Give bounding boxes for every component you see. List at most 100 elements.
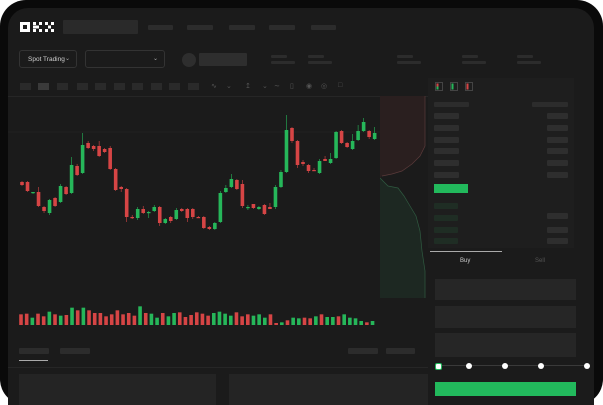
slider-stop-0[interactable] bbox=[435, 363, 442, 370]
stat-label bbox=[308, 55, 324, 58]
slider-stop-75[interactable] bbox=[538, 363, 544, 369]
row-amount[interactable] bbox=[547, 213, 568, 219]
nav-item[interactable] bbox=[311, 25, 336, 30]
bid-row-price[interactable] bbox=[434, 215, 458, 221]
sell-tab[interactable]: Sell bbox=[535, 258, 546, 264]
ask-row-price[interactable] bbox=[434, 125, 459, 131]
row-amount[interactable] bbox=[547, 113, 568, 119]
bid-row-price[interactable] bbox=[434, 238, 458, 244]
bottom-action[interactable] bbox=[348, 348, 378, 354]
candle-body bbox=[141, 209, 146, 213]
timeframe-button[interactable] bbox=[169, 83, 180, 90]
timeframe-button[interactable] bbox=[151, 83, 162, 90]
fullscreen-icon[interactable]: □ bbox=[338, 82, 343, 89]
candle bbox=[119, 186, 123, 192]
timeframe-button[interactable] bbox=[114, 83, 125, 90]
nav-item[interactable] bbox=[148, 25, 173, 30]
timeframe-button[interactable] bbox=[188, 83, 199, 90]
candle bbox=[213, 222, 217, 230]
candle-body bbox=[80, 145, 85, 173]
chevron-down-icon[interactable]: ⌄ bbox=[226, 83, 232, 90]
search-bar[interactable] bbox=[63, 20, 138, 34]
amount-slider-track[interactable] bbox=[438, 365, 588, 366]
price-input[interactable] bbox=[435, 279, 576, 300]
slider-stop-25[interactable] bbox=[466, 363, 472, 369]
bid-row-price[interactable] bbox=[434, 227, 458, 233]
volume-bar bbox=[64, 315, 69, 325]
bottom-tab[interactable] bbox=[60, 348, 90, 354]
chevron-down-icon[interactable]: ⌄ bbox=[262, 83, 268, 90]
candlestick-chart[interactable] bbox=[8, 8, 594, 405]
pair-dropdown[interactable]: ⌄ bbox=[85, 50, 165, 68]
orderbook-asks-icon bbox=[465, 82, 473, 91]
timeframe-button[interactable] bbox=[77, 83, 88, 90]
depth-asks-area bbox=[380, 96, 425, 178]
volume-bar bbox=[98, 313, 103, 325]
candle-body bbox=[312, 170, 316, 172]
orderbook-view-toggles[interactable] bbox=[435, 82, 475, 91]
settings-icon[interactable]: ◎ bbox=[321, 83, 328, 90]
nav-item[interactable] bbox=[269, 25, 295, 30]
bottom-tab-active[interactable] bbox=[19, 348, 49, 354]
candle-body bbox=[179, 209, 184, 211]
row-amount[interactable] bbox=[547, 227, 568, 233]
buy-tab[interactable]: Buy bbox=[460, 258, 471, 264]
bid-row-price[interactable] bbox=[434, 203, 458, 209]
total-input[interactable] bbox=[435, 333, 576, 357]
candle bbox=[279, 170, 283, 188]
row-amount[interactable] bbox=[547, 125, 568, 131]
volume-bar bbox=[319, 314, 324, 325]
indicator-icon[interactable]: ∿ bbox=[211, 83, 217, 90]
nav-item[interactable] bbox=[229, 25, 255, 30]
amount-input[interactable] bbox=[435, 306, 576, 328]
volume-bar bbox=[121, 314, 125, 325]
buy-submit-button[interactable] bbox=[435, 382, 576, 396]
ask-row-price[interactable] bbox=[434, 113, 459, 119]
ask-row-price[interactable] bbox=[434, 172, 459, 178]
candle-body bbox=[157, 207, 162, 223]
candle bbox=[202, 216, 206, 229]
ask-row-price[interactable] bbox=[434, 148, 459, 154]
row-amount[interactable] bbox=[547, 160, 568, 166]
trading-mode-dropdown[interactable]: Spot Trading ⌄ bbox=[19, 50, 77, 68]
timeframe-button[interactable] bbox=[20, 83, 31, 90]
volume-bar bbox=[200, 313, 205, 325]
candle bbox=[339, 130, 344, 144]
ruler-icon[interactable]: ▯ bbox=[290, 83, 294, 90]
volume-bar bbox=[41, 316, 46, 325]
volume-bar bbox=[30, 317, 35, 325]
nav-item[interactable] bbox=[187, 25, 213, 30]
ask-row-price[interactable] bbox=[434, 160, 459, 166]
ask-row-price[interactable] bbox=[434, 137, 459, 143]
volume-bar bbox=[70, 307, 74, 325]
candle-body bbox=[102, 149, 107, 152]
candle bbox=[80, 133, 85, 174]
candle-body bbox=[124, 189, 129, 217]
timeframe-button-active[interactable] bbox=[38, 83, 49, 90]
volume-bar bbox=[353, 318, 358, 325]
timeframe-button[interactable] bbox=[95, 83, 106, 90]
row-amount[interactable] bbox=[547, 137, 568, 143]
depth-chart bbox=[380, 96, 426, 298]
row-amount[interactable] bbox=[547, 172, 568, 178]
row-amount[interactable] bbox=[547, 238, 568, 244]
candle bbox=[312, 168, 316, 172]
timeframe-button[interactable] bbox=[57, 83, 68, 90]
volume-bar bbox=[149, 313, 154, 325]
slider-stop-100[interactable] bbox=[584, 363, 590, 369]
volume-bar bbox=[285, 320, 290, 325]
camera-icon[interactable]: ◉ bbox=[306, 83, 313, 90]
timeframe-button[interactable] bbox=[132, 83, 143, 90]
stat-label bbox=[517, 55, 533, 58]
okx-logo[interactable] bbox=[20, 22, 58, 32]
volume-bar bbox=[223, 313, 227, 325]
line-icon[interactable]: ∼ bbox=[274, 83, 280, 90]
slider-stop-50[interactable] bbox=[502, 363, 508, 369]
volume-bar bbox=[297, 318, 301, 325]
bottom-action[interactable] bbox=[386, 348, 415, 354]
row-amount[interactable] bbox=[547, 148, 568, 154]
depth-bids-area bbox=[380, 178, 425, 298]
candle-body bbox=[345, 143, 349, 147]
draw-icon[interactable]: ↥ bbox=[245, 83, 251, 90]
candle-body bbox=[146, 212, 151, 214]
